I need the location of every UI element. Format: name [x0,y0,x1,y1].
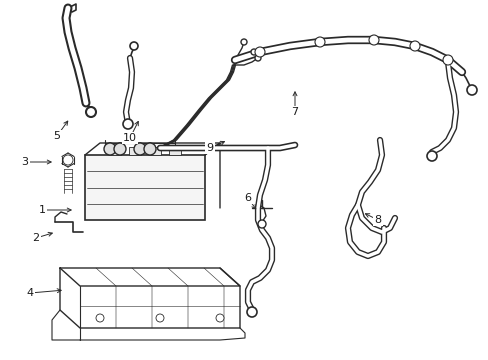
Circle shape [86,107,96,117]
Circle shape [143,143,156,155]
Circle shape [254,47,264,57]
Bar [149,147,161,155]
Circle shape [368,35,378,45]
Circle shape [314,37,325,47]
Circle shape [442,55,452,65]
Bar [129,147,141,155]
Circle shape [250,49,257,55]
Circle shape [246,307,257,317]
Text: 6: 6 [244,193,251,203]
Circle shape [104,143,116,155]
Text: 9: 9 [206,143,213,153]
Text: 5: 5 [53,131,61,141]
Bar [169,147,181,155]
Circle shape [114,143,126,155]
Text: 8: 8 [374,215,381,225]
FancyBboxPatch shape [85,155,204,220]
Circle shape [258,220,265,228]
Circle shape [134,143,146,155]
Circle shape [123,119,133,129]
Circle shape [96,314,104,322]
Text: 1: 1 [39,205,45,215]
Bar [109,147,121,155]
Circle shape [156,314,163,322]
Circle shape [241,39,246,45]
Circle shape [254,55,261,61]
Circle shape [409,41,419,51]
Text: 7: 7 [291,107,298,117]
Circle shape [130,42,138,50]
Circle shape [426,151,436,161]
Circle shape [216,314,224,322]
Text: 10: 10 [123,133,137,143]
Text: 4: 4 [26,288,34,298]
Text: 3: 3 [21,157,28,167]
Text: 2: 2 [32,233,40,243]
Circle shape [466,85,476,95]
